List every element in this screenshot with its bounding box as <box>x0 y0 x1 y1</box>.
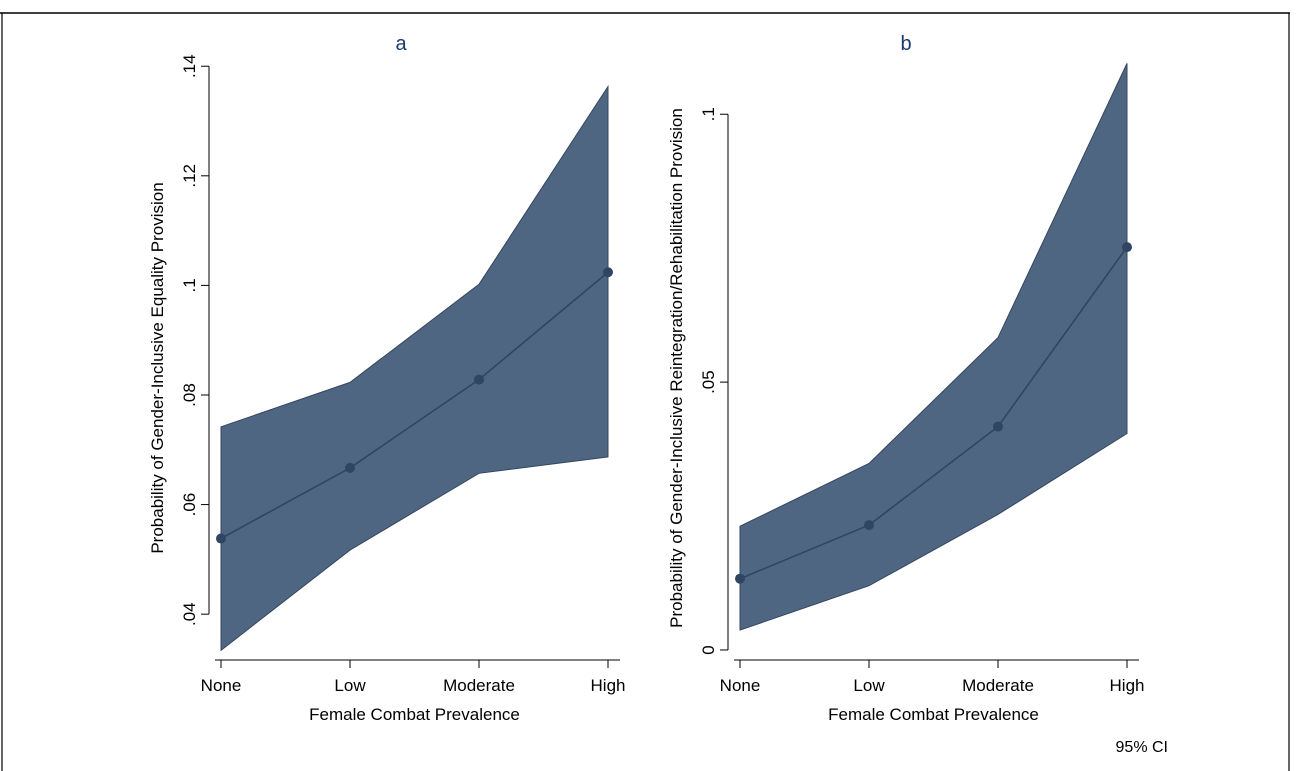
x-tick-label: High <box>591 676 626 695</box>
y-axis-title: Probability of Gender-Inclusive Equality… <box>148 182 167 553</box>
data-point <box>345 462 355 473</box>
y-tick-label: .14 <box>180 54 199 78</box>
ci-note: 95% CI <box>1116 739 1168 756</box>
data-point <box>216 533 226 544</box>
x-tick-label: Moderate <box>962 676 1034 695</box>
series-line <box>739 246 1128 580</box>
data-point <box>993 421 1003 432</box>
chart-panel-a: .04 .06 .08 .1 .12 .14 None Low Moderate High Fema… <box>148 33 625 724</box>
x-axis-title: Female Combat Prevalence <box>828 705 1039 724</box>
y-axis-title: Probability of Gender-Inclusive Reintegr… <box>667 108 686 628</box>
x-tick-label: None <box>201 676 242 695</box>
y-tick-label: .12 <box>180 164 199 188</box>
x-tick-label: Low <box>334 676 366 695</box>
ci-band <box>739 63 1128 631</box>
x-axis-title: Female Combat Prevalence <box>309 705 520 724</box>
x-tick-label: Low <box>853 676 885 695</box>
ci-band <box>220 84 609 652</box>
x-tick-label: Moderate <box>443 676 515 695</box>
data-point <box>735 573 745 584</box>
x-tick-label: None <box>720 676 761 695</box>
y-tick-label: .06 <box>180 493 199 517</box>
data-point <box>1122 242 1132 253</box>
data-point <box>864 520 874 531</box>
chart-panel-b: 0 .05 .1 None Low Moderate High Female Combat P… <box>667 33 1144 724</box>
y-tick-label: 0 <box>699 645 718 654</box>
y-tick-label: .1 <box>699 107 718 121</box>
y-tick-label: .1 <box>180 278 199 292</box>
y-tick-label: .05 <box>699 370 718 394</box>
y-tick-label: .08 <box>180 383 199 407</box>
data-point <box>474 374 484 385</box>
y-tick-label: .04 <box>180 602 199 626</box>
panel-title: b <box>900 33 911 55</box>
series-line <box>220 271 609 540</box>
x-tick-label: High <box>1110 676 1145 695</box>
panel-title: a <box>395 33 407 55</box>
data-point <box>603 267 613 278</box>
